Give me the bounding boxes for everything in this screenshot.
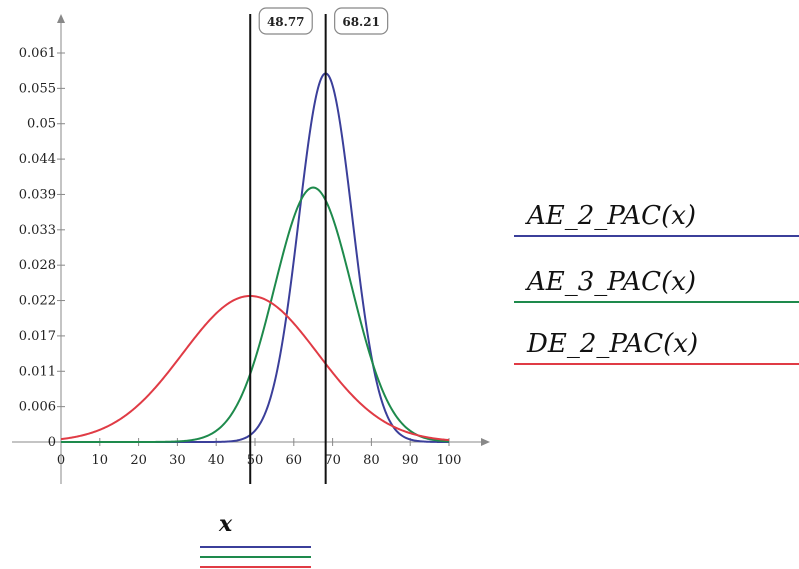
marker-label-box [334, 7, 389, 35]
legend-label-3: DE_2_PAC(x) [526, 329, 698, 359]
series-line-3 [60, 294, 450, 442]
x-tick-label: 40 [208, 453, 225, 468]
y-tick-label: 0.028 [19, 258, 56, 273]
x-tick-label: 30 [169, 453, 186, 468]
y-tick-label: 0.044 [19, 152, 56, 167]
y-tick-label: 0.033 [19, 223, 56, 238]
legend: AE_2_PAC(x) AE_3_PAC(x) DE_2_PAC(x) [514, 201, 799, 365]
x-tick-label: 100 [437, 453, 462, 468]
y-tick-label: 0.017 [19, 329, 56, 344]
y-tick-label: 0 [48, 435, 56, 450]
x-tick-label: 10 [92, 453, 109, 468]
legend-label-2: AE_3_PAC(x) [525, 267, 696, 297]
x-variable-label: x [218, 511, 233, 537]
x-tick-label: 60 [286, 453, 303, 468]
marker-label-box [258, 7, 313, 35]
marker-label: 48.77 [267, 15, 305, 29]
x-tick-label: 50 [247, 453, 264, 468]
series-layer [60, 72, 450, 443]
y-axis-arrow [57, 14, 65, 23]
marker-label: 68.21 [342, 15, 380, 29]
x-tick-label: 90 [402, 453, 419, 468]
y-tick-label: 0.05 [27, 117, 56, 132]
x-tick-label: 70 [324, 453, 341, 468]
series-line-2 [61, 186, 450, 443]
x-tick-label: 80 [363, 453, 380, 468]
y-tick-label: 0.006 [19, 400, 56, 415]
legend-label-1: AE_2_PAC(x) [525, 201, 696, 231]
y-tick-label: 0.055 [19, 81, 56, 96]
y-tick-label: 0.039 [19, 187, 56, 202]
y-tick-label: 0.061 [19, 46, 56, 61]
x-tick-label: 0 [57, 453, 65, 468]
x-variable-legend: x [200, 511, 311, 568]
y-tick-label: 0.022 [19, 294, 56, 309]
x-axis-arrow [481, 438, 490, 446]
series-line-1 [61, 72, 449, 443]
marker-layer: 48.77 68.21 [249, 7, 389, 484]
x-tick-label: 20 [130, 453, 147, 468]
y-tick-label: 0.011 [19, 364, 56, 379]
